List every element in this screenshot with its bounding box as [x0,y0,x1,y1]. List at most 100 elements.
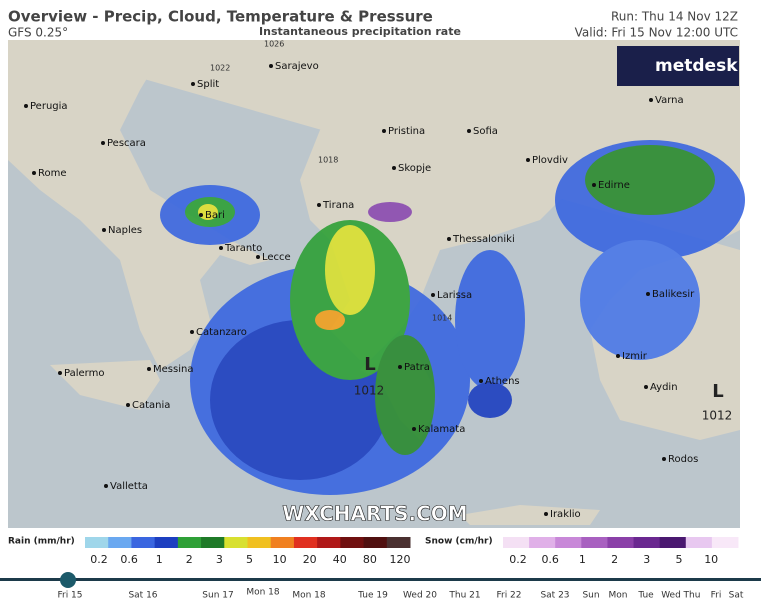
city: Iraklio [550,509,581,520]
snow-swatch [503,537,530,548]
snow-value: 1 [579,553,586,566]
low-value: 1012 [354,384,385,398]
snow-swatch [607,537,635,548]
rain-swatch [386,537,411,548]
city: Izmir [622,351,648,362]
timeline-label: Thu [683,591,701,601]
rain-value: 0.6 [120,553,138,566]
timeline-label: Mon [609,591,628,601]
city-dot [479,379,483,383]
snow-label: Snow (cm/hr) [425,537,493,547]
timeline-label: Sat 16 [128,591,157,601]
title: Overview - Precip, Cloud, Temperature & … [8,8,433,26]
timeline-label: Fri 15 [57,591,82,601]
city: Split [197,79,219,90]
snow-swatch [659,537,687,548]
low-symbol: L [712,381,723,402]
timeline-label: Tue [637,591,654,601]
city: Athens [485,376,520,387]
city-dot [392,166,396,170]
timeline-label: Mon 18 [292,591,326,601]
rain-swatch [224,537,248,548]
low-value: 1012 [702,409,733,423]
city-dot [616,354,620,358]
valid: Valid: Fri 15 Nov 12:00 UTC [575,26,738,40]
city-dot [191,82,195,86]
snow-swatch [685,537,713,548]
city-dot [412,427,416,431]
city-dot [102,228,106,232]
rain-swatch [131,537,156,548]
snow-swatch [581,537,608,548]
city: Sofia [473,126,498,137]
isobar-label: 1014 [432,314,452,323]
city-dot [269,64,273,68]
city: Pescara [107,138,146,149]
timeline-label: Fri [711,591,722,601]
city-dot [467,129,471,133]
rain-value: 5 [246,553,253,566]
rain-value: 120 [390,553,411,566]
isobar-label: 1026 [264,40,284,49]
city: Perugia [30,101,68,112]
run: Run: Thu 14 Nov 12Z [611,10,738,24]
city: Tirana [322,200,354,211]
rain-value: 3 [216,553,223,566]
rain-swatch [85,537,109,548]
city-dot [126,403,130,407]
city: Catania [132,400,170,411]
city: Thessaloniki [452,234,515,245]
city: Plovdiv [532,155,568,166]
city: Kalamata [418,424,465,435]
time-slider[interactable] [60,572,76,588]
city: Patra [404,362,430,373]
city: Varna [655,95,684,106]
subtitle: Instantaneous precipitation rate [259,25,461,38]
rain-value: 80 [363,553,377,566]
rain-swatch [177,537,202,548]
timeline-label: Wed [661,591,681,601]
timeline-label: Sat [729,591,744,601]
city: Balikesir [652,289,695,300]
city-dot [649,98,653,102]
snow-value: 2 [611,553,618,566]
snow-value: 0.2 [509,553,527,566]
city: Valletta [110,481,148,492]
timeline-label: Sun 17 [202,591,233,601]
city: Catanzaro [196,327,247,338]
rain-value: 0.2 [90,553,108,566]
city-dot [190,330,194,334]
city-dot [447,237,451,241]
city: Taranto [224,243,262,254]
city-dot [147,367,151,371]
city: Larissa [437,290,472,301]
timeline-label: Thu 21 [448,591,480,601]
snow-value: 0.6 [541,553,559,566]
timeline-label: Sat 23 [540,591,569,601]
city: Rome [38,168,67,179]
city-dot [644,385,648,389]
rain-swatch [363,537,388,548]
rain-value: 10 [273,553,287,566]
map: metdesk WXCHARTS.COM [8,40,745,528]
city-dot [317,203,321,207]
snow-value: 5 [676,553,683,566]
model: GFS 0.25° [8,26,68,40]
city-dot [24,104,28,108]
timeline-label: Mon 18 [246,588,280,598]
snow-swatch [633,537,661,548]
city-dot [32,171,36,175]
rain-value: 20 [303,553,317,566]
city: Pristina [388,126,425,137]
snow-swatch [529,537,556,548]
low-symbol: L [364,354,375,375]
rain-swatch [340,537,365,548]
city-dot [256,255,260,259]
rain-swatch [270,537,295,548]
city: Aydin [650,382,678,393]
city-dot [526,158,530,162]
snow-swatch [711,537,739,548]
city: Palermo [64,368,104,379]
